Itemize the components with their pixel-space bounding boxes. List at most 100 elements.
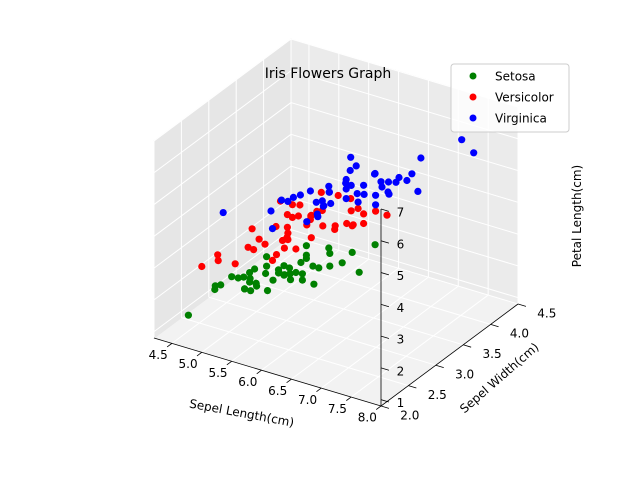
point-versicolor [283,223,291,231]
point-versicolor [360,210,368,218]
chart-title: Iris Flowers Graph [265,66,392,82]
y-tick-label: 4.5 [537,306,556,320]
point-setosa [286,270,294,278]
x-tick-mark [196,351,203,357]
point-virginica [372,191,380,199]
point-setosa [371,241,379,249]
point-virginica [347,153,355,161]
z-grid-line-back [290,165,519,235]
z-grid-line-side [153,102,292,205]
y-grid-line-floor [236,276,464,346]
point-versicolor [255,235,263,243]
z-tick-label: 4 [397,301,405,315]
grid-lines [153,38,519,407]
z-tick-mark [380,399,390,403]
z-grid-line-side [153,165,292,269]
point-virginica [403,176,411,185]
point-versicolor [334,191,342,200]
y-grid-line-floor [208,296,436,366]
point-versicolor [296,201,304,209]
point-virginica [360,190,368,198]
legend: Setosa Versicolor Virginica [450,63,570,133]
y-tick-label: 2.5 [428,388,447,402]
point-versicolor [214,251,222,259]
x-tick-label: 8.0 [358,411,377,425]
legend-frame [450,63,570,133]
point-virginica [342,185,350,193]
y-axis-line [380,303,519,407]
point-setosa [326,262,334,270]
x-grid-line-floor [261,267,399,371]
point-versicolor [307,234,315,242]
point-setosa [302,242,310,250]
point-versicolor [354,204,362,213]
x-tick-label: 6.0 [238,375,257,389]
z-axis-label: Petal Length(cm) [570,165,584,267]
point-versicolor [272,251,281,259]
x-tick-mark [286,378,292,384]
point-versicolor [292,245,300,253]
point-versicolor [284,229,292,237]
point-virginica [470,149,478,157]
point-virginica [320,202,328,210]
point-setosa [280,271,289,279]
x-tick-label: 7.5 [328,402,347,416]
z-tick-mark [380,272,390,276]
point-setosa [348,248,356,256]
point-setosa [246,269,254,277]
point-virginica [408,170,416,178]
point-setosa [302,251,310,259]
y-tick-mark [517,303,527,307]
z-tick-mark [380,240,390,244]
z-grid-line-back [290,133,519,203]
point-setosa [240,273,248,281]
point-virginica [371,169,379,178]
x-tick-label: 6.5 [268,384,287,398]
point-virginica [289,193,297,201]
x-tick-mark [166,343,173,348]
x-tick-mark [375,405,382,410]
point-virginica [372,201,380,209]
point-versicolor [331,222,339,230]
point-virginica [360,181,368,189]
point-setosa [234,274,242,282]
point-versicolor [372,207,380,215]
z-tick-mark [380,303,390,308]
point-virginica [327,199,335,208]
data-points [184,136,478,319]
point-setosa [298,270,306,278]
point-setosa [325,244,333,252]
x-tick-label: 5.0 [179,357,198,371]
point-versicolor [268,256,277,264]
x-tick-mark [226,360,232,366]
point-setosa [355,268,363,276]
point-virginica [314,213,322,221]
point-versicolor [349,221,357,229]
z-tick-label: 3 [397,333,405,347]
x-tick-label: 5.5 [208,366,227,380]
z-grid-line-side [153,133,292,237]
point-virginica [414,187,422,195]
legend-label-versicolor: Versicolor [495,91,554,105]
y-tick-mark [380,405,390,409]
z-grid-line-side [153,70,292,174]
point-virginica [325,188,333,196]
z-grid-line-side [153,229,292,333]
x-grid-line-floor [320,285,459,389]
point-setosa [228,273,236,281]
point-setosa [211,282,219,290]
point-setosa [184,311,192,319]
y-tick-label: 2.0 [400,408,419,422]
y-grid-line-floor [263,255,491,325]
point-virginica [325,182,333,190]
point-setosa [298,276,306,284]
point-versicolor [294,212,302,220]
x-grid-line-floor [171,240,310,344]
point-virginica [342,195,350,203]
point-versicolor [250,246,258,254]
z-tick-label: 7 [397,206,405,220]
z-tick-mark [380,335,390,339]
point-virginica [342,175,350,184]
point-versicolor [319,222,327,230]
point-virginica [353,190,361,198]
